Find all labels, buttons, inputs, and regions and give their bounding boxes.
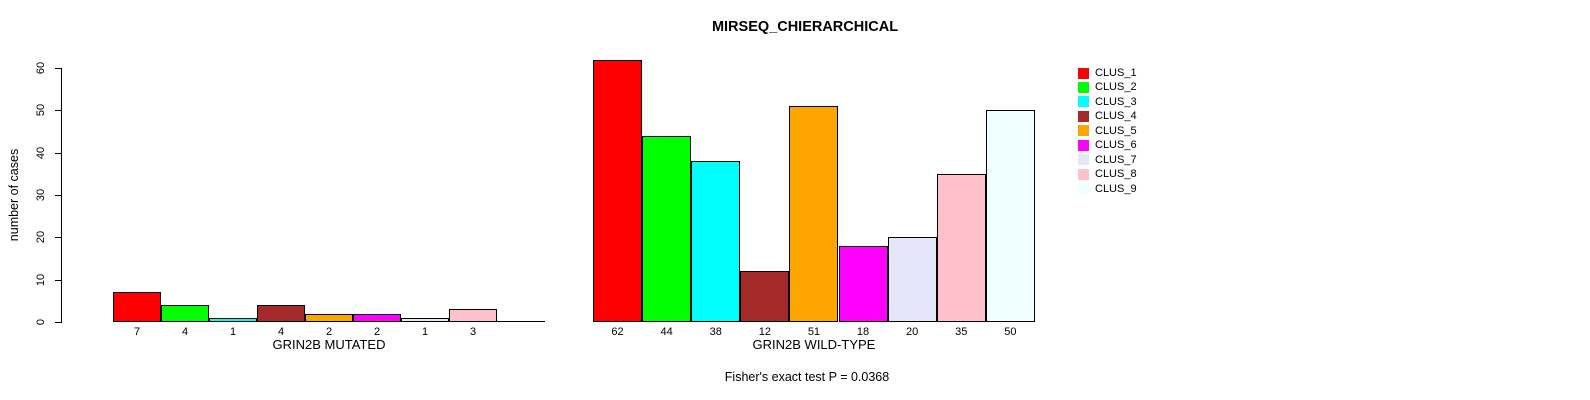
bar bbox=[209, 318, 257, 322]
y-tick-label: 20 bbox=[35, 230, 47, 244]
bar bbox=[353, 314, 401, 322]
legend-swatch bbox=[1078, 183, 1089, 195]
legend-label: CLUS_7 bbox=[1095, 153, 1137, 166]
y-axis-label: number of cases bbox=[7, 148, 21, 242]
bar-value-label: 20 bbox=[906, 326, 919, 338]
x-axis-label-mutated: GRIN2B MUTATED bbox=[272, 337, 386, 352]
bar bbox=[838, 246, 888, 322]
bar-value-label: 2 bbox=[373, 326, 381, 338]
legend-label: CLUS_4 bbox=[1095, 110, 1137, 123]
legend-swatch bbox=[1078, 168, 1089, 180]
chart-title: MIRSEQ_CHIERARCHICAL bbox=[711, 19, 899, 35]
bar-value-label: 1 bbox=[421, 326, 429, 338]
y-tick bbox=[55, 110, 61, 111]
legend-swatch bbox=[1078, 81, 1089, 93]
y-tick bbox=[55, 68, 61, 69]
bar-value-label: 7 bbox=[133, 326, 141, 338]
y-tick bbox=[55, 153, 61, 154]
legend-label: CLUS_5 bbox=[1095, 124, 1137, 137]
bar bbox=[642, 136, 692, 322]
legend-label: CLUS_2 bbox=[1095, 81, 1137, 94]
legend-swatch bbox=[1078, 110, 1089, 122]
bar-value-label: 35 bbox=[955, 326, 968, 338]
bar bbox=[593, 60, 643, 322]
bar-value-label: 2 bbox=[325, 326, 333, 338]
legend-label: CLUS_8 bbox=[1095, 168, 1137, 181]
legend-label: CLUS_9 bbox=[1095, 182, 1137, 195]
y-tick-label: 0 bbox=[35, 318, 47, 326]
bar-value-label: 51 bbox=[807, 326, 821, 338]
legend-label: CLUS_3 bbox=[1095, 95, 1137, 108]
y-tick-label: 50 bbox=[35, 103, 47, 117]
bar-value-label: 18 bbox=[856, 326, 870, 338]
bar-value-label: 1 bbox=[229, 326, 237, 338]
bar bbox=[257, 305, 305, 322]
legend-swatch bbox=[1078, 96, 1089, 108]
bar bbox=[740, 271, 790, 322]
bar bbox=[305, 314, 353, 322]
y-tick-label: 60 bbox=[35, 61, 47, 75]
bar-value-label: 38 bbox=[709, 326, 722, 338]
bar-value-label: 4 bbox=[277, 326, 285, 338]
bar-zero bbox=[497, 321, 545, 322]
y-axis-line bbox=[61, 68, 62, 323]
bar bbox=[161, 305, 209, 322]
bar bbox=[113, 292, 161, 322]
legend-swatch bbox=[1078, 67, 1089, 79]
bar bbox=[401, 318, 449, 322]
bar-value-label: 3 bbox=[469, 326, 477, 338]
y-tick-label: 10 bbox=[35, 273, 47, 287]
y-tick-label: 40 bbox=[35, 146, 47, 160]
bar bbox=[936, 174, 986, 322]
bar-value-label: 62 bbox=[611, 326, 624, 338]
y-tick bbox=[55, 280, 61, 281]
y-tick bbox=[55, 195, 61, 196]
y-tick-label: 30 bbox=[35, 188, 47, 202]
bar bbox=[985, 110, 1035, 322]
bar bbox=[449, 309, 497, 322]
y-tick bbox=[55, 322, 61, 323]
bar-value-label: 44 bbox=[660, 326, 673, 338]
fisher-test-annotation: Fisher's exact test P = 0.0368 bbox=[724, 370, 890, 384]
bar bbox=[789, 106, 839, 322]
legend-swatch bbox=[1078, 125, 1089, 137]
bar-value-label: 50 bbox=[1004, 326, 1017, 338]
legend-label: CLUS_1 bbox=[1095, 67, 1137, 79]
legend-swatch bbox=[1078, 154, 1089, 166]
bar-value-label: 4 bbox=[181, 326, 189, 338]
legend-swatch bbox=[1078, 139, 1089, 151]
x-axis-label-wildtype: GRIN2B WILD-TYPE bbox=[752, 337, 876, 352]
legend-label: CLUS_6 bbox=[1095, 139, 1137, 152]
bar bbox=[887, 237, 937, 322]
bar-value-label: 12 bbox=[758, 326, 771, 338]
y-tick bbox=[55, 237, 61, 238]
bar bbox=[691, 161, 741, 322]
